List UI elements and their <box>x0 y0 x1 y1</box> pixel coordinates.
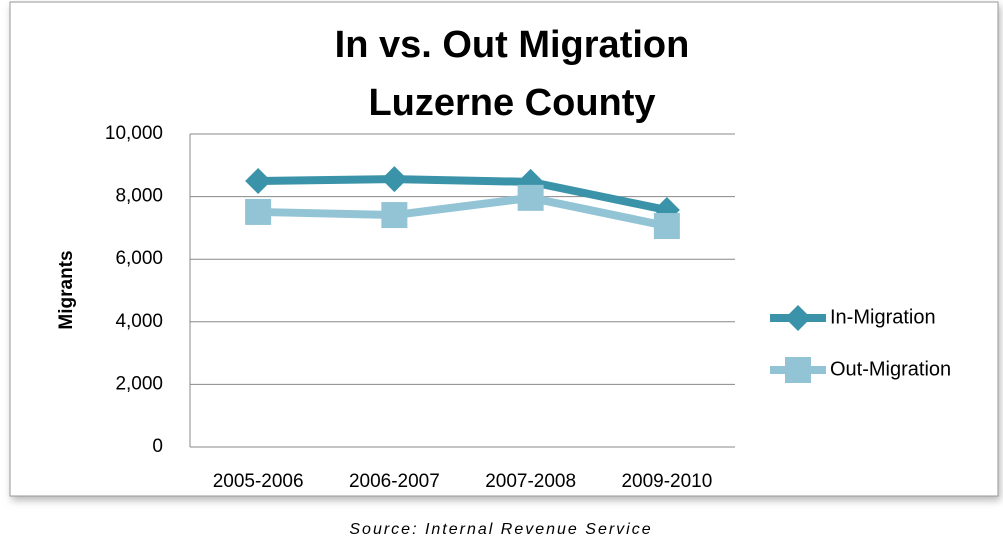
y-tick-label: 4,000 <box>115 311 163 332</box>
y-tick-label: 8,000 <box>115 186 163 207</box>
diamond-marker <box>245 167 272 194</box>
square-marker <box>245 198 272 225</box>
chart-subtitle: Luzerne County <box>368 82 655 124</box>
legend-label: In-Migration <box>830 306 936 328</box>
chart-frame <box>9 1 999 497</box>
x-tick-label: 2006-2007 <box>349 471 440 492</box>
square-marker <box>653 213 680 240</box>
x-tick-label: 2007-2008 <box>485 471 576 492</box>
source-note: Source: Internal Revenue Service <box>349 521 652 538</box>
y-axis-label: Migrants <box>56 250 77 329</box>
legend-label: Out-Migration <box>830 358 951 380</box>
y-tick-label: 10,000 <box>105 123 163 144</box>
legend-marker <box>785 357 811 383</box>
x-tick-label: 2009-2010 <box>621 471 712 492</box>
y-tick-label: 2,000 <box>115 373 163 394</box>
diamond-marker <box>381 166 408 193</box>
square-marker <box>517 184 544 211</box>
y-tick-label: 0 <box>152 436 163 457</box>
chart-title: In vs. Out Migration <box>335 24 690 66</box>
x-tick-label: 2005-2006 <box>213 471 304 492</box>
series-line <box>258 193 668 230</box>
legend-marker <box>785 305 811 331</box>
y-tick-label: 6,000 <box>115 248 163 269</box>
square-marker <box>381 202 408 229</box>
series-line <box>258 175 668 214</box>
